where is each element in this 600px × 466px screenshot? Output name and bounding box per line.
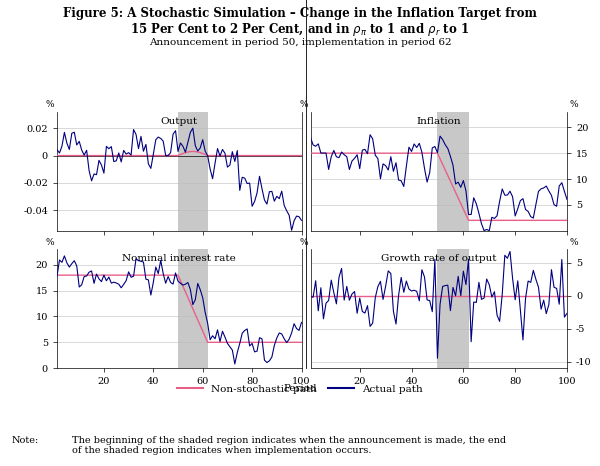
Text: %: % <box>46 101 55 110</box>
Text: Nominal interest rate: Nominal interest rate <box>122 254 236 263</box>
Bar <box>178 112 208 231</box>
Text: %: % <box>569 101 578 110</box>
Text: %: % <box>46 238 55 247</box>
Bar <box>437 249 469 368</box>
Bar <box>437 112 469 231</box>
Text: 15 Per Cent to 2 Per Cent, and in $\rho_\pi$ to 1 and $\rho_r$ to 1: 15 Per Cent to 2 Per Cent, and in $\rho_… <box>130 21 470 38</box>
Text: Announcement in period 50, implementation in period 62: Announcement in period 50, implementatio… <box>149 38 451 47</box>
Text: %: % <box>299 238 308 247</box>
Text: %: % <box>569 238 578 247</box>
Text: Note:: Note: <box>12 436 39 445</box>
Bar <box>178 249 208 368</box>
Text: Inflation: Inflation <box>416 116 461 126</box>
Text: Period: Period <box>283 384 317 393</box>
Legend: Non-stochastic path, Actual path: Non-stochastic path, Actual path <box>173 380 427 398</box>
Text: The beginning of the shaded region indicates when the announcement is made, the : The beginning of the shaded region indic… <box>72 436 506 455</box>
Text: Figure 5: A Stochastic Simulation – Change in the Inflation Target from: Figure 5: A Stochastic Simulation – Chan… <box>63 7 537 20</box>
Text: Output: Output <box>161 116 198 126</box>
Text: %: % <box>299 101 308 110</box>
Text: Growth rate of output: Growth rate of output <box>381 254 497 263</box>
